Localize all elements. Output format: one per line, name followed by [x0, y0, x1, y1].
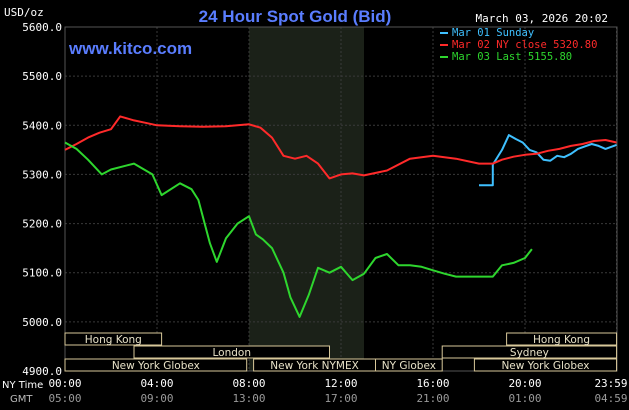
y-tick-label: 5000.0	[22, 316, 62, 329]
x-tick-label-gmt: 09:00	[140, 392, 173, 405]
x-tick-label-ny: 04:00	[140, 377, 173, 390]
session-label: Hong Kong	[533, 334, 590, 346]
session-label: NY Globex	[382, 360, 436, 372]
session-bar	[64, 358, 248, 372]
legend-entry: Mar 02 NY close 5320.80	[452, 39, 597, 51]
y-tick-label: 5100.0	[22, 267, 62, 280]
y-tick-label: 5400.0	[22, 119, 62, 132]
x-tick-label-gmt: 01:00	[508, 392, 541, 405]
session-label: Hong Kong	[85, 334, 142, 346]
x-tick-label-ny: 00:00	[48, 377, 81, 390]
series-line	[64, 141, 533, 318]
session-bar	[473, 358, 618, 372]
y-tick-label: 5600.0	[22, 21, 62, 34]
y-tick-label: 5500.0	[22, 70, 62, 83]
series-line	[64, 115, 617, 180]
x-tick-label-gmt: 17:00	[324, 392, 357, 405]
y-tick-label: 4900.0	[22, 365, 62, 378]
x-tick-label-ny: 12:00	[324, 377, 357, 390]
y-axis-ticks: 5600.0 5500.0 5400.0 5300.0 5200.0 5100.0 5000…	[22, 21, 62, 378]
x-tick-label-ny: 20:00	[508, 377, 541, 390]
session-label: New York Globex	[112, 360, 200, 372]
x-tick-label-gmt: 04:59	[594, 392, 627, 405]
y-axis-unit-label: USD/oz	[4, 6, 44, 19]
session-label: New York NYMEX	[270, 360, 359, 372]
x-axis-row-label-gmt: GMT	[10, 394, 33, 405]
x-axis: NY Time GMT 00:00 05:00 04:00 09:00 08:00 13:00…	[2, 377, 628, 405]
session-bar	[133, 345, 330, 359]
y-tick-label: 5200.0	[22, 218, 62, 231]
x-tick-label-ny: 08:00	[232, 377, 265, 390]
session-bar	[506, 332, 618, 346]
x-tick-label-gmt: 21:00	[416, 392, 449, 405]
session-bar	[64, 332, 163, 346]
x-tick-label-ny: 23:59	[594, 377, 627, 390]
series-lines	[64, 115, 617, 318]
nymex-session-highlight	[249, 27, 364, 371]
watermark-link[interactable]: www.kitco.com	[68, 39, 192, 58]
legend-entry: Mar 03 Last 5155.80	[452, 51, 572, 63]
session-bar	[375, 358, 443, 372]
x-tick-label-ny: 16:00	[416, 377, 449, 390]
session-label: New York Globex	[501, 360, 589, 372]
timestamp-label: March 03, 2026 20:02	[476, 12, 608, 25]
session-label: London	[213, 347, 252, 359]
series-line	[479, 134, 617, 187]
x-tick-label-gmt: 05:00	[48, 392, 81, 405]
x-axis-row-label-ny: NY Time	[2, 380, 43, 391]
chart-title: 24 Hour Spot Gold (Bid)	[199, 7, 392, 26]
highlight-band	[249, 27, 364, 371]
session-label: Sydney	[510, 347, 549, 359]
y-tick-label: 5300.0	[22, 168, 62, 181]
session-bar	[441, 345, 618, 359]
x-tick-label-gmt: 13:00	[232, 392, 265, 405]
legend-entry: Mar 01 Sunday	[452, 27, 534, 39]
